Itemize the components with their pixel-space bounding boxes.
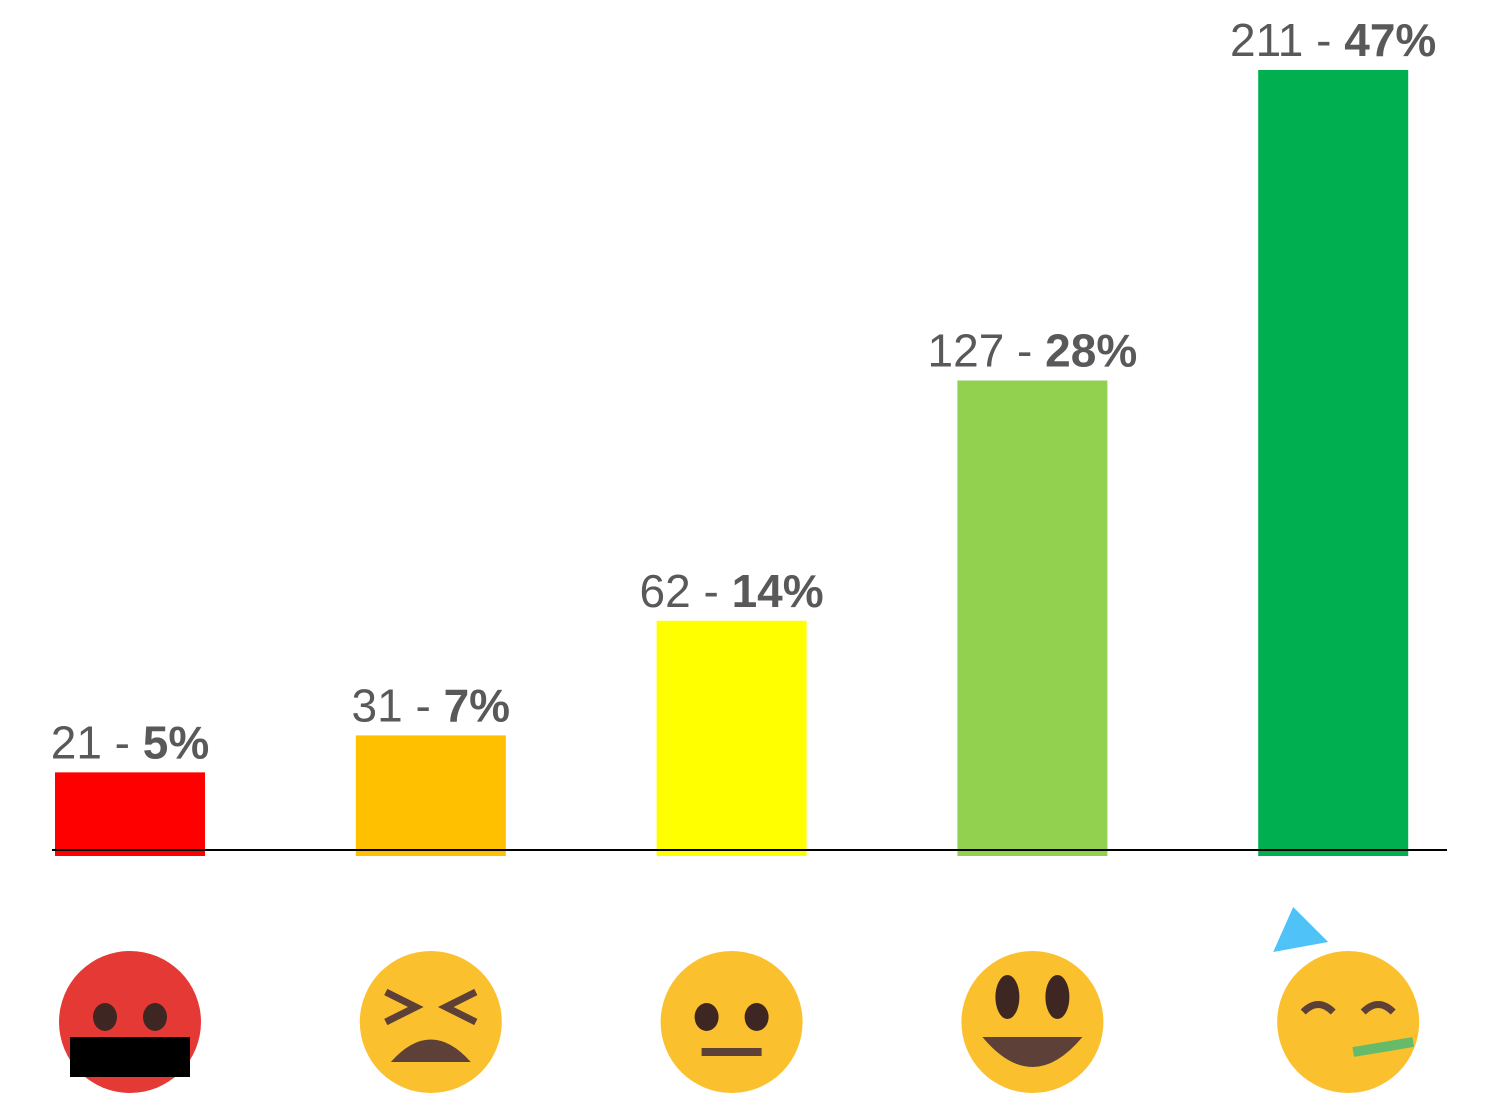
emoji-horn <box>1352 1037 1415 1057</box>
emoji <box>1273 907 1420 1093</box>
data-label: 211 - 47% <box>1230 14 1436 66</box>
data-label: 31 - 7% <box>352 679 511 731</box>
emoji <box>359 951 502 1093</box>
emoji-eye <box>143 1003 167 1031</box>
data-label-percent: 7% <box>444 679 510 731</box>
emoji-eyes <box>384 988 478 1026</box>
bar <box>1258 70 1409 856</box>
data-label-percent: 28% <box>1045 325 1137 377</box>
data-label-count: 31 - <box>352 679 444 731</box>
data-label-percent: 5% <box>143 716 209 768</box>
data-label: 21 - 5% <box>51 716 210 768</box>
emoji <box>59 951 201 1093</box>
data-label-percent: 47% <box>1344 14 1436 66</box>
emoji <box>660 951 803 1093</box>
emoji-eye <box>744 1003 769 1031</box>
emoji-eye <box>995 975 1020 1019</box>
data-label-count: 21 - <box>51 716 143 768</box>
bar <box>656 620 807 856</box>
emoji-face <box>660 951 803 1093</box>
emoji-mouth <box>982 1037 1083 1067</box>
data-label: 62 - 14% <box>640 565 824 617</box>
data-label-percent: 14% <box>732 565 824 617</box>
emoji-eye <box>694 1003 719 1031</box>
emoji-face <box>1277 951 1420 1093</box>
emoji-eye <box>93 1003 117 1031</box>
data-label-count: 127 - <box>928 325 1046 377</box>
emoji-hat <box>1273 907 1329 952</box>
emoji-eye <box>1045 975 1070 1019</box>
bar <box>55 772 205 856</box>
bar <box>957 380 1108 856</box>
data-label: 127 - 28% <box>928 325 1138 377</box>
bar <box>355 735 506 856</box>
emoji <box>961 951 1104 1093</box>
emoji-face <box>961 951 1104 1093</box>
emoji-eyes <box>1300 1001 1396 1015</box>
data-label-count: 211 - <box>1230 14 1344 66</box>
data-label-count: 62 - <box>640 565 732 617</box>
emoji-face <box>359 951 502 1093</box>
emoji-mouth <box>390 1039 471 1062</box>
emoji-censor <box>70 1037 190 1077</box>
